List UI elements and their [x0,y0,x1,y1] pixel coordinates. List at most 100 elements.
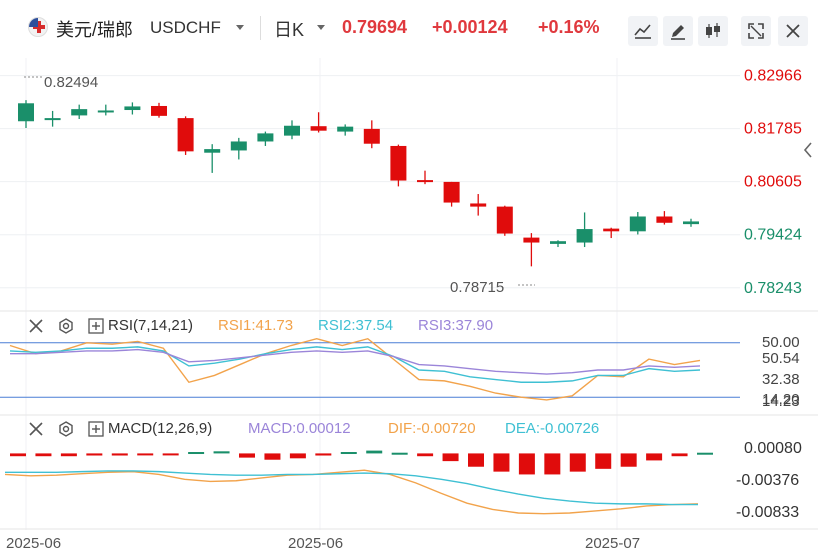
candle-body [284,125,300,136]
rsi-settings-gear-icon[interactable] [58,318,74,334]
chart-header: 美元/瑞郎 USDCHF 日K 0.79694 +0.00124 +0.16% [0,0,818,58]
macd-histogram-bar [315,453,332,456]
fullscreen-button[interactable] [741,16,771,46]
header-divider [260,16,261,40]
rsi-lines-layer [9,337,701,401]
rsi-add-box-icon[interactable] [88,318,104,334]
candle-body [97,110,114,113]
price-tick-label: 0.82966 [744,68,802,85]
period-chevron-down-icon[interactable] [317,25,325,30]
macd-histogram-bar [162,453,179,456]
remove-macd-close-icon[interactable] [28,421,44,437]
dea-line [5,470,698,506]
macd-histogram-bar [595,453,612,469]
price-change-percent: +0.16% [538,17,600,37]
macd-histogram-bar [188,452,205,455]
dif-line [4,469,699,515]
candle-body [603,228,620,232]
macd-histogram-bar [60,453,77,457]
min-price-annotation: 0.78715 [450,279,504,296]
rsi-tick-label: 14.23 [762,393,800,410]
price-axis: 0.82966 0.81785 0.80605 0.79424 0.78243 [744,68,802,297]
macd-tick-label: -0.00833 [736,504,799,521]
dif-legend: DIF:-0.00720 [388,420,476,437]
macd-histogram-bar [468,453,484,467]
rsi-line-rsi3 [10,348,701,375]
fullscreen-icon [748,23,764,39]
candle-body [204,149,221,153]
candle-body [576,229,593,243]
price-tick-label: 0.80605 [744,174,802,191]
price-tick-label: 0.81785 [744,121,802,138]
candle-body [71,109,88,116]
rsi-title: RSI(7,14,21) [108,317,194,334]
price-tick-label: 0.79424 [744,227,802,244]
dea-legend: DEA:-0.00726 [505,420,600,437]
candlestick-icon [706,23,720,38]
period-selector[interactable]: 日K [274,20,305,40]
macd-add-box-icon[interactable] [88,421,104,437]
candle-body [656,216,673,223]
candle-body [310,126,327,131]
candle-body [44,118,61,121]
macd-histogram-bar [366,450,383,454]
rsi-tick-label: 32.38 [762,371,800,388]
macd-bars-layer [10,450,713,475]
candle-body [337,126,354,132]
macd-histogram-bar [289,453,306,459]
last-price: 0.79694 [342,17,408,37]
macd-histogram-bar [417,453,434,457]
macd-histogram-bar [391,452,408,455]
rsi-line-rsi1 [9,337,701,401]
macd-histogram-bar [620,453,637,467]
close-chart-button[interactable] [778,16,808,46]
main-grid [0,58,740,530]
expand-side-panel-icon[interactable] [803,142,812,158]
candle-body [390,145,407,181]
macd-histogram-bar [239,453,255,458]
line-chart-button[interactable] [628,16,658,46]
candle-body [151,105,167,116]
macd-legend: MACD:0.00012 [248,420,351,437]
us-swiss-flag-icon [28,17,48,37]
candle-body [124,106,141,111]
pair-code[interactable]: USDCHF [150,18,221,37]
macd-histogram-bar [697,452,713,455]
candle-body [230,141,247,151]
price-change: +0.00124 [432,17,508,37]
candle-body [417,180,433,183]
pair-name[interactable]: 美元/瑞郎 [56,20,134,40]
macd-histogram-bar [518,453,535,475]
macd-histogram-bar [442,453,459,462]
rsi-line-rsi2 [9,346,701,383]
price-tick-label: 0.78243 [744,280,802,297]
macd-title: MACD(12,26,9) [108,420,213,437]
candle-body [496,206,513,234]
close-icon [786,24,800,38]
rsi2-legend: RSI2:37.54 [318,317,394,334]
macd-settings-gear-icon[interactable] [58,421,74,437]
macd-histogram-bar [264,453,281,460]
date-tick-label: 2025-06 [6,535,61,552]
macd-histogram-bar [86,453,103,456]
date-axis: 2025-06 2025-06 2025-07 [0,528,818,552]
remove-rsi-close-icon[interactable] [28,318,44,334]
macd-lines-layer [4,469,699,515]
rsi-tick-label: 50.00 [762,334,800,351]
macd-tick-label: -0.00376 [736,472,799,489]
macd-histogram-bar [340,452,357,455]
macd-histogram-bar [671,453,688,457]
date-tick-label: 2025-06 [288,535,343,552]
macd-histogram-bar [544,453,561,475]
max-price-annotation: 0.82494 [44,74,98,91]
pair-dropdown-chevron-icon[interactable] [236,25,244,30]
draw-button[interactable] [663,16,693,46]
candles-layer [18,100,699,267]
macd-histogram-bar [493,453,510,472]
line-chart-icon [634,24,651,39]
candle-body [550,241,566,244]
candlestick-type-button[interactable] [698,16,728,46]
candle-body [523,237,540,243]
rsi-tick-label: 14.20 [762,391,800,408]
